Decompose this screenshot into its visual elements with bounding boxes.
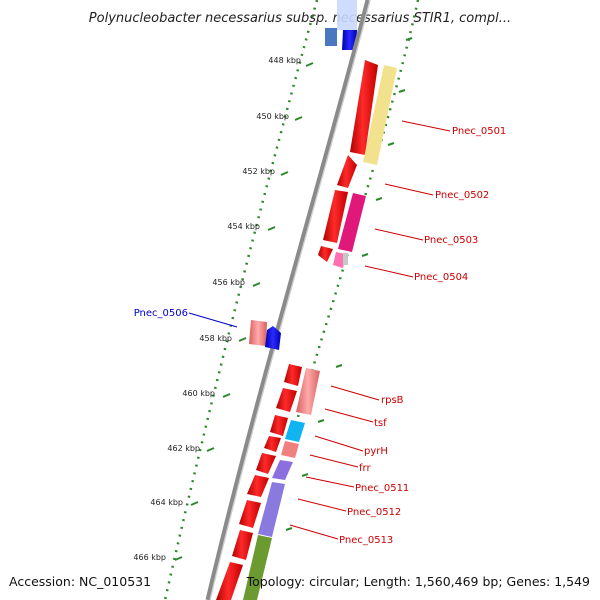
gene-pnec-0512[interactable] [247, 475, 269, 497]
tick-label: 448 kbp [268, 56, 301, 65]
tick-448: 448 kbp [268, 56, 314, 67]
tick-456: 456 kbp [212, 278, 261, 287]
kbp-ticks: 448 kbp 450 kbp 452 kbp 454 kbp 456 kbp … [133, 56, 314, 562]
tick-label: 454 kbp [227, 222, 260, 231]
tick-454: 454 kbp [227, 222, 276, 231]
gene-pyrh-tint [285, 420, 305, 442]
gene-bottom-red [216, 562, 243, 600]
gene-frr[interactable] [264, 436, 281, 452]
gene-pnec-0504[interactable] [318, 246, 333, 262]
gene-pnec-0512-tint [258, 482, 285, 537]
feature-block-lightblue [337, 0, 357, 30]
tick-label: 460 kbp [182, 389, 215, 398]
gene-label-pnec-0503[interactable]: Pnec_0503 [424, 235, 478, 246]
gene-pnec-0506-group [249, 320, 281, 350]
tick-label: 456 kbp [212, 278, 245, 287]
gene-label-pnec-0502[interactable]: Pnec_0502 [435, 190, 489, 201]
gene-label-rpsb[interactable]: rpsB [381, 395, 404, 406]
right-track-ticks [285, 37, 413, 531]
gene-pnec-0506[interactable] [265, 326, 281, 350]
gene-olive [243, 535, 272, 600]
tick-label: 452 kbp [242, 167, 275, 176]
tick-462: 462 kbp [167, 444, 215, 453]
gene-pnec-0511-tint [272, 460, 293, 480]
gene-label-pnec-0513[interactable]: Pnec_0513 [339, 535, 393, 546]
gene-label-pnec-0512[interactable]: Pnec_0512 [347, 507, 401, 518]
gene-rpsb-tint [296, 368, 320, 415]
gene-pnec-0504-grey [343, 253, 348, 265]
tick-label: 462 kbp [167, 444, 200, 453]
tick-466: 466 kbp [133, 553, 183, 562]
left-dotted-track [163, 0, 319, 600]
gene-pnec-0506-pink[interactable] [249, 320, 267, 346]
gene-label-frr[interactable]: frr [359, 463, 371, 474]
genome-summary-text: Topology: circular; Length: 1,560,469 bp… [246, 574, 590, 589]
gene-pnec-0504-tint [333, 252, 346, 268]
tick-label: 466 kbp [133, 553, 166, 562]
gene-labels: Pnec_0501 Pnec_0502 Pnec_0503 Pnec_0504 … [134, 126, 507, 546]
gene-pnec-0503-tint [338, 193, 366, 252]
feature-block-steelblue [325, 28, 337, 46]
tick-label: 458 kbp [199, 334, 232, 343]
gene-label-pnec-0506[interactable]: Pnec_0506 [134, 308, 188, 319]
gene-pnec-0513b[interactable] [232, 530, 253, 560]
gene-pnec-0511[interactable] [256, 453, 276, 474]
feature-block-blue [342, 30, 357, 50]
gene-tsf[interactable] [276, 388, 297, 412]
gene-frr-tint [281, 441, 299, 458]
gene-pyrh[interactable] [270, 415, 288, 436]
gene-pnec-0513[interactable] [239, 500, 261, 528]
gene-pnec-0501-tint [363, 65, 397, 165]
tick-458: 458 kbp [199, 334, 247, 343]
gene-label-tsf[interactable]: tsf [374, 418, 387, 429]
gene-label-pnec-0511[interactable]: Pnec_0511 [355, 483, 409, 494]
tick-450: 450 kbp [256, 112, 303, 121]
tick-452: 452 kbp [242, 167, 289, 176]
tick-label: 464 kbp [150, 498, 183, 507]
tick-464: 464 kbp [150, 498, 199, 507]
gene-pnec-0503[interactable] [323, 190, 348, 243]
gene-label-pnec-0504[interactable]: Pnec_0504 [414, 272, 468, 283]
lower-genes [216, 364, 320, 600]
label-lines [188, 120, 451, 540]
gene-rpsb[interactable] [284, 364, 302, 386]
gene-label-pnec-0501[interactable]: Pnec_0501 [452, 126, 506, 137]
gene-pnec-0502[interactable] [337, 155, 357, 188]
accession-text: Accession: NC_010531 [9, 574, 151, 589]
genome-backbone [205, 0, 371, 600]
map-title: Polynucleobacter necessarius subsp. nece… [89, 11, 511, 26]
top-feature-blocks [325, 0, 357, 50]
forward-genes [318, 60, 397, 268]
gene-pnec-0501[interactable] [350, 60, 378, 155]
tick-460: 460 kbp [182, 389, 231, 398]
gene-label-pyrh[interactable]: pyrH [364, 446, 388, 457]
tick-label: 450 kbp [256, 112, 289, 121]
